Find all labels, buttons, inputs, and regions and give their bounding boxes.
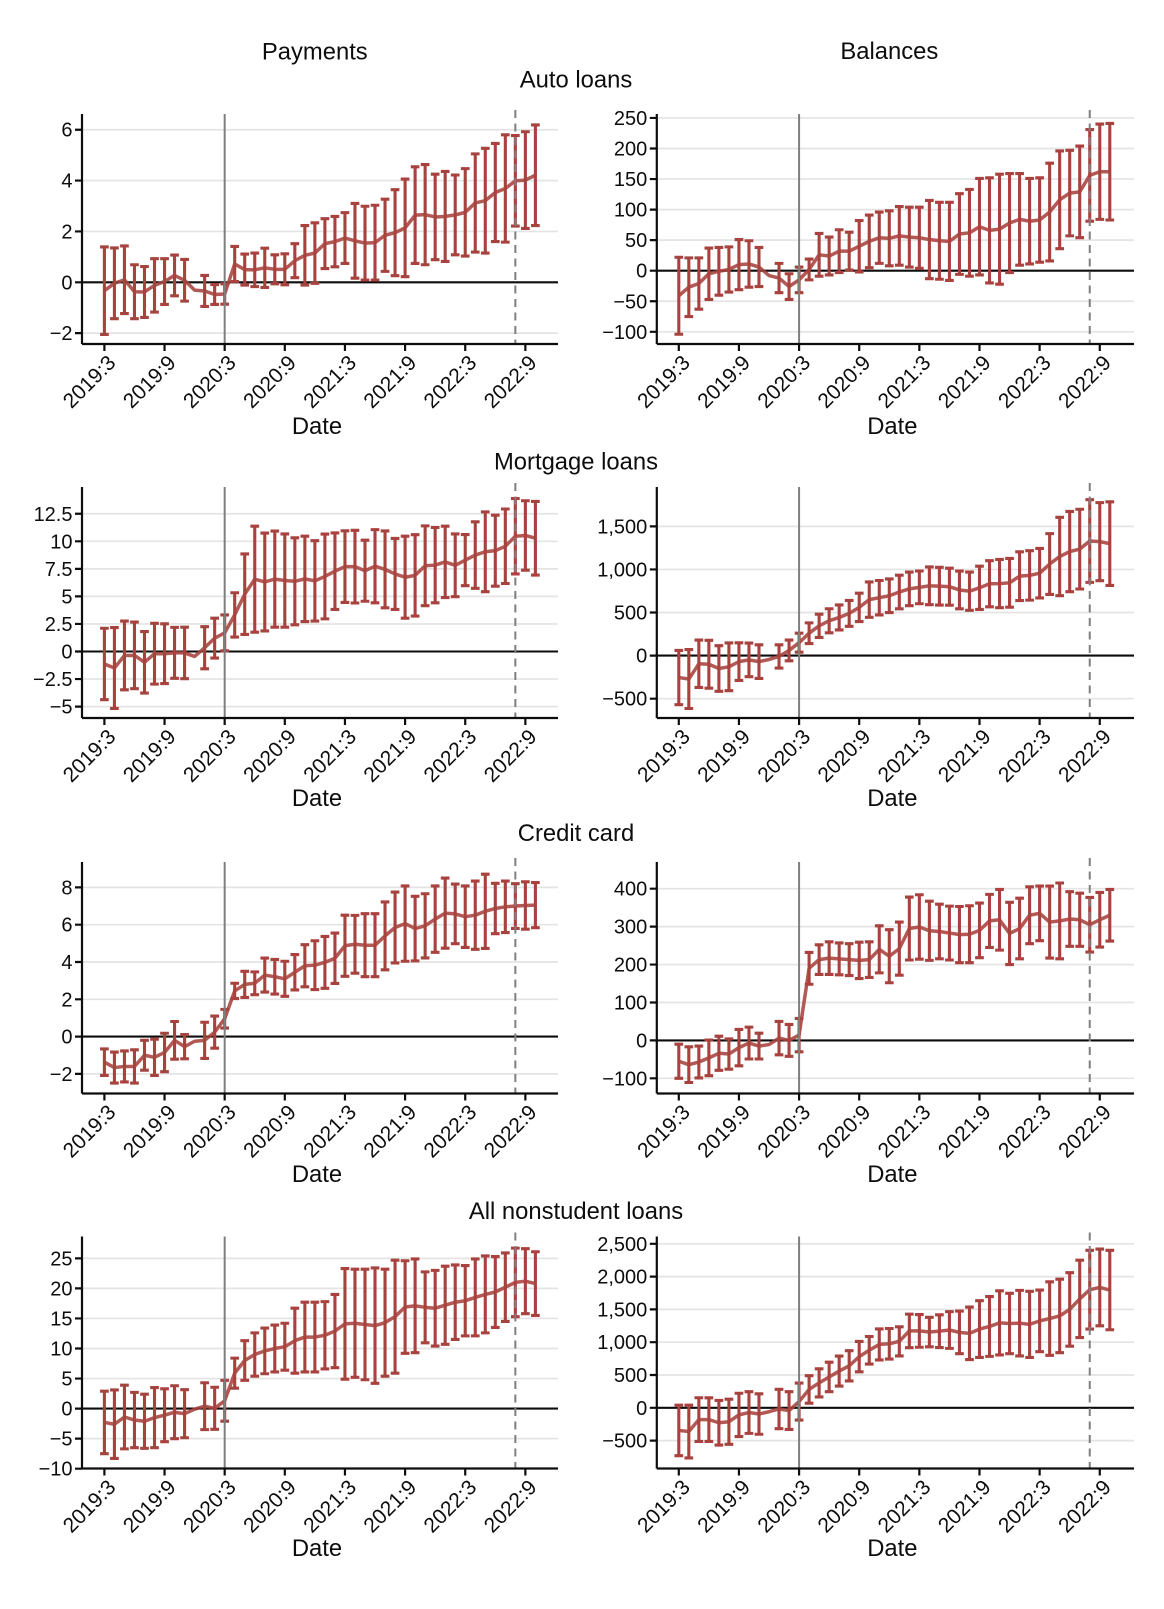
svg-text:−2: −2 — [50, 323, 73, 345]
svg-text:6: 6 — [61, 120, 72, 142]
svg-text:20: 20 — [50, 1278, 72, 1300]
svg-text:10: 10 — [50, 1339, 72, 1361]
svg-text:2,000: 2,000 — [597, 1267, 647, 1289]
svg-text:4: 4 — [61, 952, 72, 974]
svg-text:−5: −5 — [50, 697, 73, 719]
svg-text:100: 100 — [614, 992, 647, 1014]
svg-text:2,500: 2,500 — [597, 1234, 647, 1256]
svg-text:8: 8 — [61, 877, 72, 899]
svg-text:200: 200 — [614, 139, 647, 161]
svg-text:0: 0 — [636, 261, 647, 283]
svg-text:−500: −500 — [602, 689, 647, 711]
svg-text:6: 6 — [61, 915, 72, 937]
svg-text:−100: −100 — [602, 1068, 647, 1090]
svg-text:Payments: Payments — [262, 38, 368, 65]
svg-text:2.5: 2.5 — [45, 614, 73, 636]
svg-text:5: 5 — [61, 1369, 72, 1391]
svg-text:Auto loans: Auto loans — [520, 66, 633, 93]
svg-text:7.5: 7.5 — [45, 559, 73, 581]
svg-text:150: 150 — [614, 169, 647, 191]
svg-text:Credit card: Credit card — [518, 820, 634, 847]
svg-text:200: 200 — [614, 955, 647, 977]
svg-text:Date: Date — [292, 1161, 342, 1188]
svg-text:0: 0 — [636, 1398, 647, 1420]
svg-text:Date: Date — [867, 1535, 917, 1562]
svg-text:1,000: 1,000 — [597, 559, 647, 581]
svg-text:10: 10 — [50, 531, 72, 553]
svg-text:−50: −50 — [613, 291, 647, 313]
svg-text:2: 2 — [61, 221, 72, 243]
svg-text:Date: Date — [292, 785, 342, 812]
svg-text:0: 0 — [636, 1030, 647, 1052]
svg-text:−5: −5 — [50, 1429, 73, 1451]
svg-text:Date: Date — [292, 413, 342, 440]
svg-text:0: 0 — [636, 646, 647, 668]
svg-text:−500: −500 — [602, 1431, 647, 1453]
svg-text:100: 100 — [614, 200, 647, 222]
svg-text:5: 5 — [61, 586, 72, 608]
svg-text:12.5: 12.5 — [34, 504, 73, 526]
svg-text:400: 400 — [614, 879, 647, 901]
svg-text:4: 4 — [61, 171, 72, 193]
svg-text:All nonstudent loans: All nonstudent loans — [469, 1198, 683, 1225]
svg-text:1,000: 1,000 — [597, 1332, 647, 1354]
svg-text:Date: Date — [292, 1535, 342, 1562]
svg-text:1,500: 1,500 — [597, 1299, 647, 1321]
svg-text:0: 0 — [61, 1399, 72, 1421]
svg-text:Date: Date — [867, 785, 917, 812]
svg-text:Balances: Balances — [840, 38, 938, 65]
svg-text:Date: Date — [867, 413, 917, 440]
svg-text:Mortgage loans: Mortgage loans — [494, 449, 658, 476]
svg-text:0: 0 — [61, 272, 72, 294]
svg-text:2: 2 — [61, 989, 72, 1011]
svg-text:0: 0 — [61, 642, 72, 664]
svg-text:−10: −10 — [39, 1459, 73, 1481]
svg-text:0: 0 — [61, 1027, 72, 1049]
svg-text:1,500: 1,500 — [597, 516, 647, 538]
svg-text:500: 500 — [614, 1365, 647, 1387]
svg-text:50: 50 — [625, 230, 647, 252]
svg-text:−100: −100 — [602, 322, 647, 344]
svg-text:25: 25 — [50, 1248, 72, 1270]
svg-text:−2: −2 — [50, 1064, 73, 1086]
svg-text:Date: Date — [867, 1161, 917, 1188]
svg-text:−2.5: −2.5 — [33, 669, 72, 691]
svg-text:15: 15 — [50, 1308, 72, 1330]
svg-text:500: 500 — [614, 603, 647, 625]
svg-text:300: 300 — [614, 917, 647, 939]
svg-text:250: 250 — [614, 108, 647, 130]
